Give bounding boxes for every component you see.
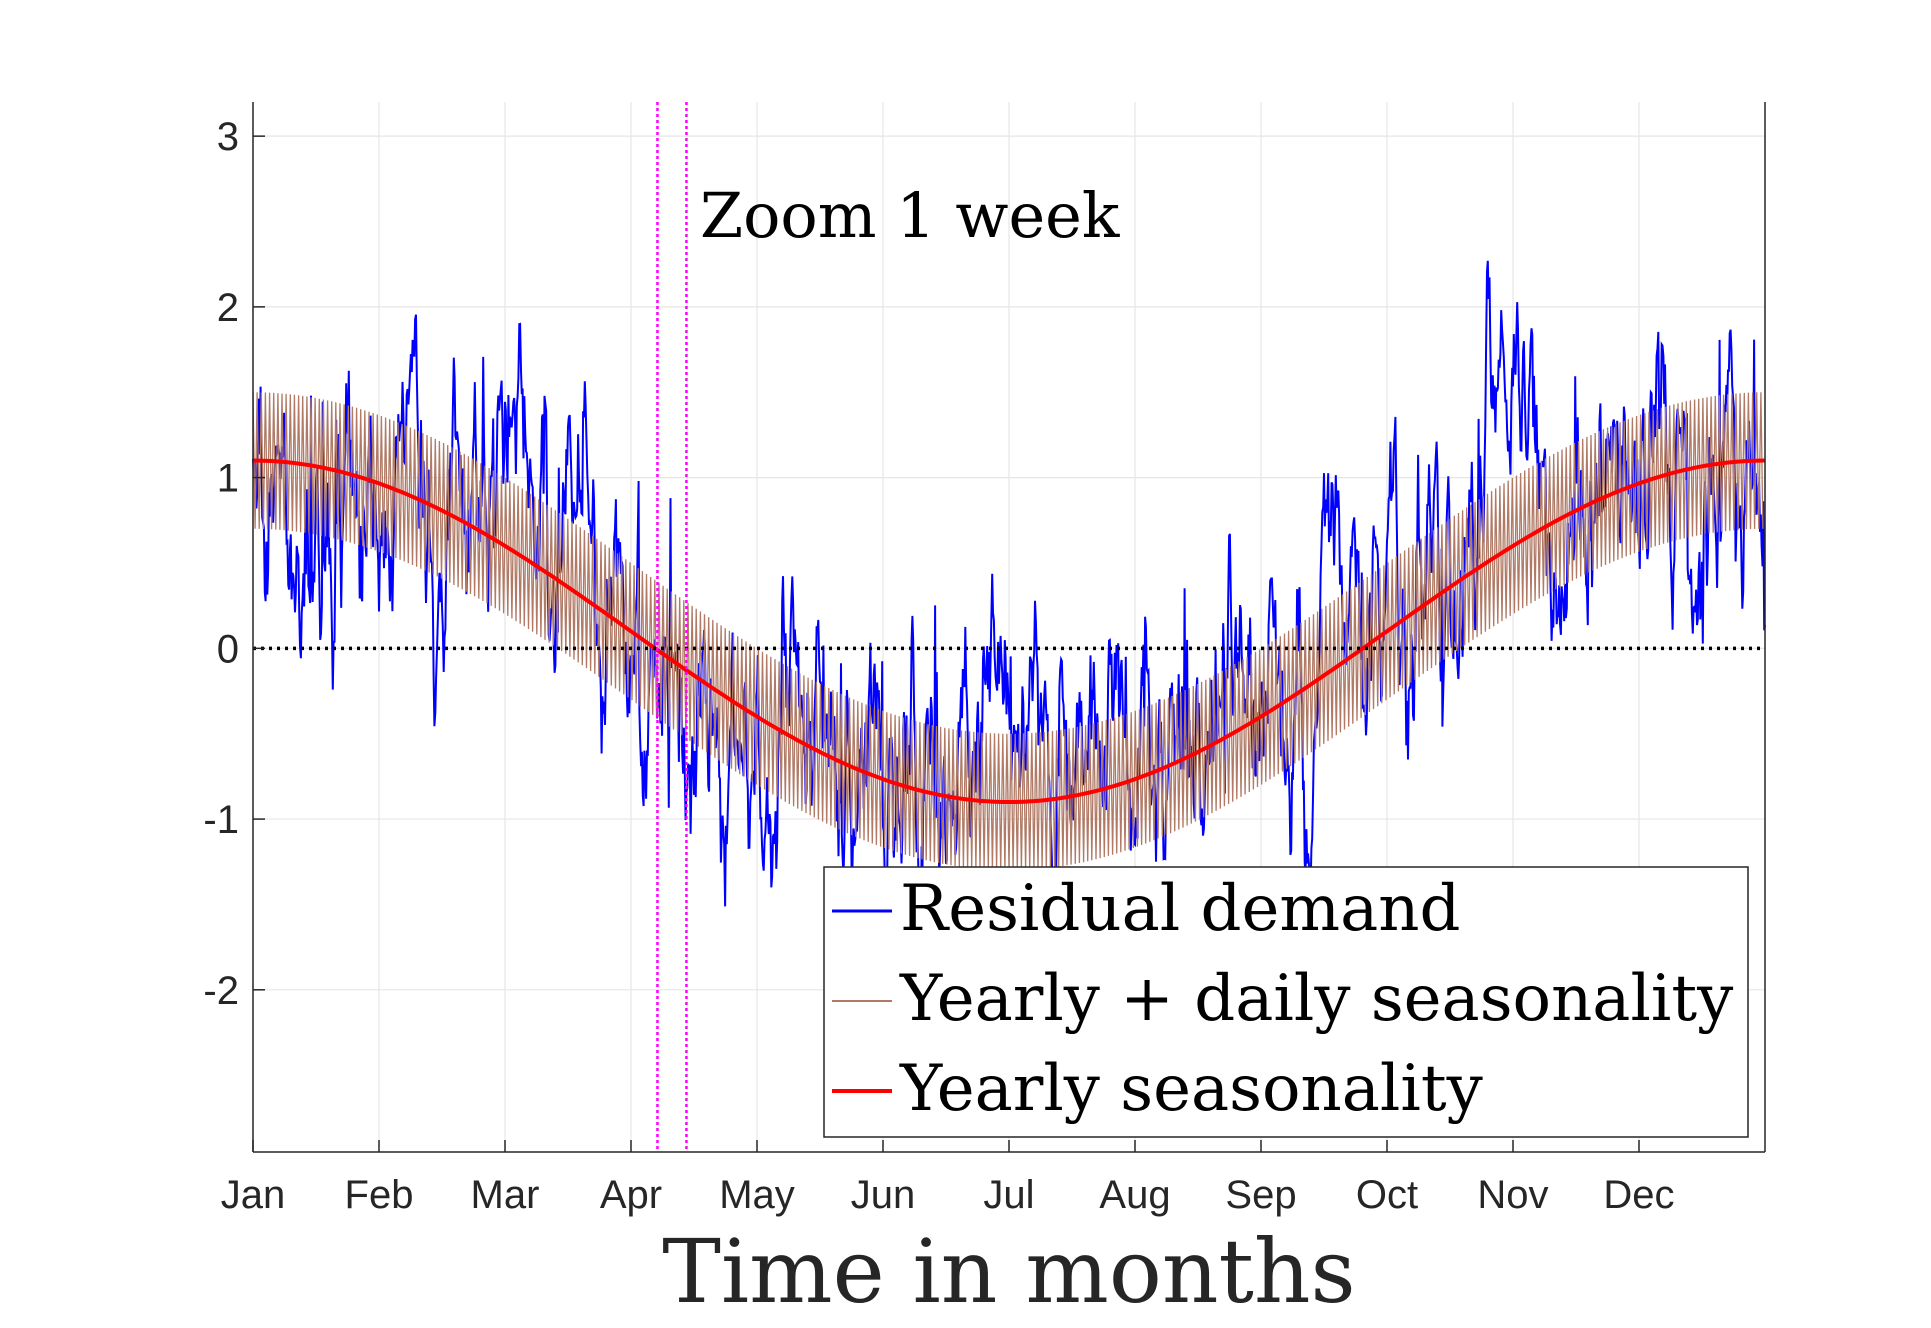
x-tick-label: Feb	[345, 1173, 414, 1217]
y-tick-label: -1	[203, 798, 239, 842]
x-tick-label: Dec	[1603, 1173, 1674, 1217]
series-layer	[252, 260, 1766, 952]
series-yearly-seasonality	[252, 458, 1766, 804]
overlay-layer	[253, 102, 1765, 1152]
y-tick-label: 3	[217, 115, 239, 159]
x-tick-label: Jul	[983, 1173, 1034, 1217]
x-tick-label: Jan	[221, 1173, 286, 1217]
legend-label-residual-demand: Residual demand	[900, 872, 1460, 946]
x-tick-label: Oct	[1356, 1173, 1418, 1217]
x-tick-label: Nov	[1477, 1173, 1548, 1217]
y-tick-label: 2	[217, 286, 239, 330]
x-tick-label: Sep	[1225, 1173, 1296, 1217]
series-residual-demand	[252, 260, 1766, 952]
x-tick-label: Apr	[600, 1173, 662, 1217]
y-tick-label: 0	[217, 627, 239, 671]
legend-label-yearly-daily-seasonality: Yearly + daily seasonality	[899, 962, 1733, 1036]
ticks: Jan Feb Mar Apr May Jun Jul Aug Sep Oct Nov Dec -2 -1…	[203, 115, 1674, 1217]
x-tick-label: Mar	[471, 1173, 540, 1217]
legend-box	[823, 866, 1749, 1138]
legend-label-yearly-seasonality: Yearly seasonality	[899, 1052, 1483, 1126]
x-tick-label: Jun	[851, 1173, 916, 1217]
y-tick-label: -2	[203, 969, 239, 1013]
y-tick-label: 1	[217, 457, 239, 501]
zoom-label: Zoom 1 week	[700, 179, 1120, 252]
x-axis-label: Time in months	[662, 1220, 1355, 1323]
x-tick-label: May	[719, 1173, 795, 1217]
legend: Residual demand Yearly + daily seasonali…	[823, 866, 1749, 1138]
x-tick-label: Aug	[1099, 1173, 1170, 1217]
